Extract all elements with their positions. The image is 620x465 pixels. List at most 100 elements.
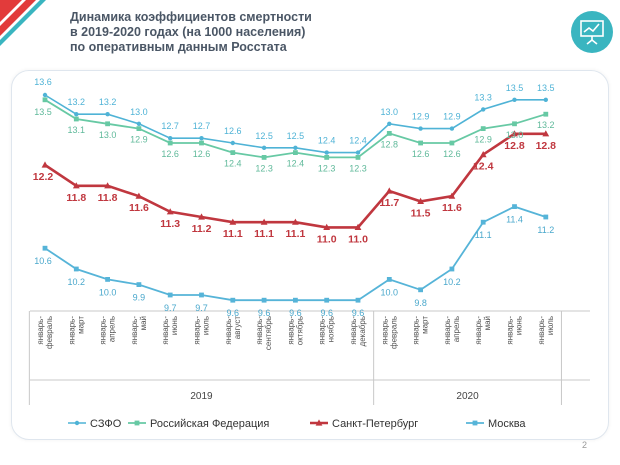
data-label: 13.0	[381, 107, 399, 117]
data-point	[105, 277, 110, 282]
data-label: 12.4	[318, 136, 336, 146]
svg-text:январь-декабрь: январь-декабрь	[349, 316, 367, 347]
svg-text:январь-май: январь-май	[130, 316, 148, 345]
data-point	[136, 121, 142, 127]
chart-frame	[11, 70, 609, 440]
data-label: 12.3	[255, 163, 273, 173]
x-tick-label: январь-июль	[193, 316, 211, 345]
data-label: 12.2	[33, 171, 54, 183]
data-point	[448, 192, 456, 199]
legend-label: СЗФО	[90, 418, 122, 430]
data-label: 12.6	[161, 149, 179, 159]
data-point	[512, 121, 517, 127]
data-label: 13.2	[68, 97, 86, 107]
data-label: 13.5	[537, 83, 555, 93]
data-point	[354, 223, 362, 230]
data-point	[135, 192, 143, 199]
data-point	[199, 292, 204, 298]
chart-title-line: в 2019-2020 годах (на 1000 населения)	[70, 25, 306, 39]
data-point	[324, 150, 329, 155]
data-label: 11.5	[411, 207, 431, 219]
data-point	[386, 131, 392, 136]
data-point	[480, 126, 486, 131]
data-label: 12.3	[349, 163, 367, 173]
x-tick-label: январь-май	[130, 316, 148, 345]
data-label: 11.7	[379, 197, 399, 209]
data-label: 9.6	[320, 308, 333, 318]
data-point	[42, 97, 48, 103]
data-point	[385, 187, 393, 194]
data-label: 13.6	[34, 77, 52, 87]
legend-marker	[315, 419, 323, 426]
data-label: 11.2	[537, 225, 554, 235]
data-point	[230, 140, 235, 146]
data-point	[136, 282, 142, 287]
brand-corner-stripes	[0, 0, 46, 46]
data-point	[229, 218, 237, 225]
data-point	[199, 136, 204, 141]
data-point	[479, 151, 487, 158]
data-point	[73, 266, 79, 272]
x-tick-label: январь-февраль	[36, 316, 54, 349]
data-point	[293, 145, 298, 150]
data-label: 13.0	[506, 130, 524, 140]
data-label: 12.8	[504, 140, 525, 152]
x-tick-label: январь-апрель	[443, 316, 461, 345]
data-label: 12.4	[287, 159, 305, 169]
data-point	[355, 150, 361, 155]
svg-text:январь-август: январь-август	[224, 316, 242, 345]
data-point	[261, 155, 267, 160]
data-label: 9.6	[227, 308, 240, 318]
data-label: 9.9	[133, 293, 146, 303]
data-label: 11.1	[254, 228, 274, 240]
data-label: 9.7	[195, 303, 208, 313]
data-point	[293, 150, 298, 155]
data-point	[511, 130, 518, 137]
data-label: 13.5	[34, 107, 52, 117]
data-label: 11.2	[192, 223, 212, 235]
data-label: 12.4	[224, 159, 242, 169]
chart-title-line: по оперативным данным Росстата	[70, 40, 287, 54]
legend-label: Москва	[488, 418, 526, 430]
svg-text:январь-апрель: январь-апрель	[443, 316, 461, 345]
data-point	[386, 277, 392, 282]
data-label: 11.3	[160, 218, 180, 230]
data-point	[417, 197, 424, 204]
data-label: 12.9	[474, 135, 492, 145]
data-label: 12.6	[193, 149, 211, 159]
data-point	[105, 112, 110, 117]
data-point	[449, 140, 455, 146]
chart-title-line: Динамика коэффициентов смертности	[70, 10, 312, 24]
data-label: 12.9	[412, 112, 430, 122]
svg-text:январь-май: январь-май	[474, 316, 492, 345]
data-point	[355, 297, 361, 303]
data-label: 11.1	[475, 230, 492, 240]
data-label: 9.6	[352, 308, 365, 318]
svg-text:январь-октябрь: январь-октябрь	[286, 316, 304, 346]
data-point	[324, 297, 330, 303]
series-line	[44, 94, 546, 154]
x-tick-label: январь-июнь	[506, 316, 524, 345]
data-point	[542, 130, 550, 137]
data-point	[230, 297, 236, 303]
data-point	[387, 121, 392, 127]
data-point	[418, 140, 423, 146]
svg-text:январь-февраль: январь-февраль	[36, 316, 54, 349]
data-point	[324, 155, 330, 160]
data-point	[167, 140, 173, 146]
data-label: 12.6	[224, 126, 242, 136]
x-tick-label: январь-апрель	[99, 316, 117, 345]
data-label: 13.0	[130, 107, 148, 117]
data-point	[543, 111, 549, 117]
data-label: 13.2	[99, 97, 117, 107]
data-label: 12.3	[318, 163, 336, 173]
data-label: 12.4	[349, 136, 367, 146]
svg-text:январь-июнь: январь-июнь	[161, 316, 179, 345]
data-point	[230, 150, 236, 155]
data-label: 10.2	[68, 277, 86, 287]
data-label: 13.5	[506, 83, 524, 93]
svg-text:январь-март: январь-март	[67, 316, 85, 345]
data-point	[543, 214, 549, 220]
data-label: 9.8	[414, 298, 427, 308]
